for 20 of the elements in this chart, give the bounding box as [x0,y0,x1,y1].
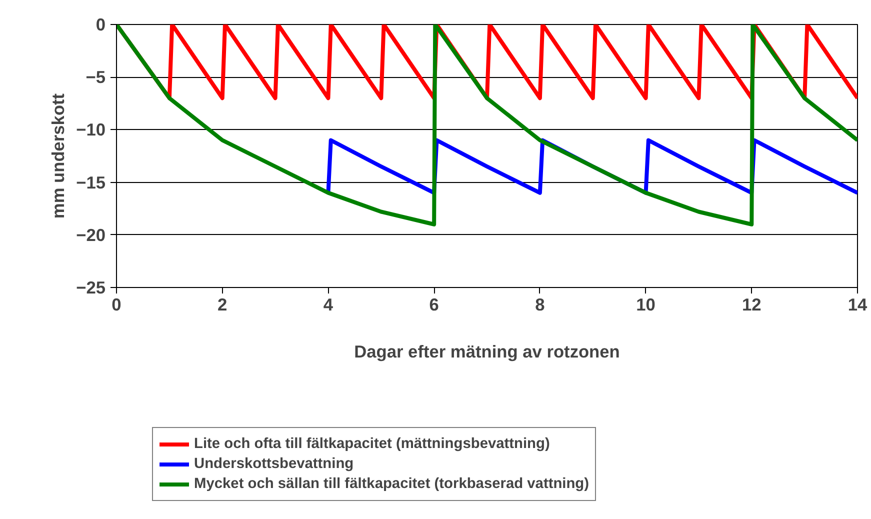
y-tick-label: −10 [76,120,106,140]
x-axis-title: Dagar efter mätning av rotzonen [354,342,620,362]
x-tick-label: 4 [323,294,334,314]
x-tick-label: 12 [742,294,762,314]
x-tick-label: 8 [535,294,546,314]
y-axis-title: mm underskott [48,93,68,219]
y-tick-label: −5 [86,67,106,88]
y-tick-label: −25 [76,278,106,298]
legend-label: Underskottsbevattning [194,456,354,472]
legend-label: Lite och ofta till fältkapacitet (mättningsbevattning) [194,436,550,452]
y-tick-label: −20 [76,224,106,245]
x-tick-label: 0 [112,294,122,314]
y-tick-label: 0 [96,14,106,34]
y-tick-label: −15 [76,172,106,192]
x-tick-label: 2 [218,294,228,314]
x-tick-label: 6 [429,294,440,314]
legend-label: Mycket och sällan till fältkapacitet (torkbaserad vattning) [194,476,590,492]
x-tick-label: 14 [848,294,868,314]
line-series [116,24,858,226]
x-tick-label: 10 [636,294,656,314]
